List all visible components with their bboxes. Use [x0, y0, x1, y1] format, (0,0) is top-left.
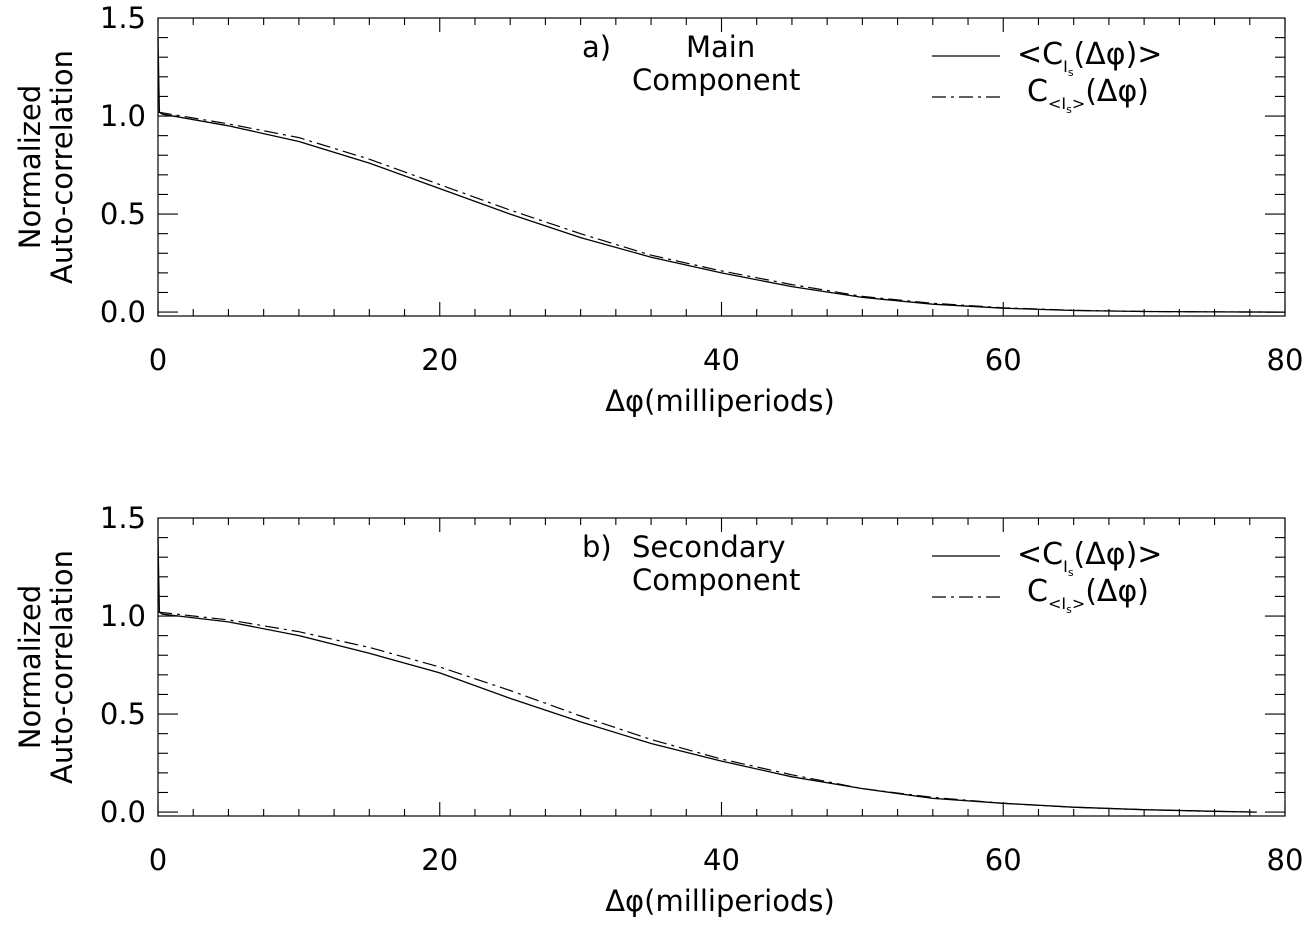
y-tick-label: 1.5	[100, 1, 146, 35]
legend: <CIs(Δφ)> C<Is>(Δφ)	[932, 37, 1162, 116]
panel-label: b)	[582, 530, 612, 564]
panel-label: a)	[582, 30, 611, 64]
series-line-corr-mean	[157, 611, 1257, 813]
series-line-corr-mean	[157, 111, 1286, 313]
y-tick-label: 0.5	[100, 197, 146, 231]
x-tick-label: 80	[1267, 843, 1304, 877]
legend: <CIs(Δφ)> C<Is>(Δφ)	[932, 537, 1162, 616]
y-tick-label: 1.5	[100, 501, 146, 535]
x-tick-label: 0	[149, 843, 167, 877]
x-tick-label: 60	[985, 343, 1022, 377]
y-tick-label: 0.5	[100, 697, 146, 731]
x-tick-label: 60	[985, 843, 1022, 877]
tick-labels: 0 20 40 60 80 0.0 0.5 1.0 1.5	[100, 501, 1304, 877]
y-axis-label-line-2: Auto-correlation	[45, 50, 79, 284]
x-axis-label: Δφ(milliperiods)	[605, 384, 835, 418]
y-tick-label: 0.0	[100, 295, 146, 329]
legend-label-mean-corr: <CIs(Δφ)>	[1017, 37, 1162, 79]
x-tick-label: 20	[421, 343, 458, 377]
annotation-line-1: Main	[686, 30, 755, 64]
annotation-line-2: Component	[632, 63, 800, 97]
x-tick-label: 0	[149, 343, 167, 377]
x-tick-label: 40	[703, 843, 740, 877]
panel-b: 0 20 40 60 80 0.0 0.5 1.0 1.5 b) Secondary Compo…	[13, 501, 1303, 918]
series-group	[157, 37, 1286, 313]
y-tick-label: 1.0	[100, 99, 146, 133]
x-tick-label: 40	[703, 343, 740, 377]
annotation-line-1: Secondary	[632, 530, 786, 564]
y-axis-label-line-1: Normalized	[13, 85, 47, 249]
series-group	[157, 537, 1257, 813]
y-tick-label: 1.0	[100, 599, 146, 633]
panel-a: 0 20 40 60 800.00.51.01.5 a) Main Component …	[13, 1, 1303, 418]
x-tick-label: 20	[421, 843, 458, 877]
tick-marks	[157, 17, 1286, 316]
y-tick-label: 0.0	[100, 795, 146, 829]
legend-label-corr-mean: C<Is>(Δφ)	[1027, 574, 1149, 616]
tick-labels: 0 20 40 60 80 0.0 0.5 1.0 1.5	[100, 1, 1304, 377]
legend-label-corr-mean: C<Is>(Δφ)	[1027, 74, 1149, 116]
x-tick-label: 80	[1267, 343, 1304, 377]
x-axis-label: Δφ(milliperiods)	[605, 884, 835, 918]
y-axis-label-line-2: Auto-correlation	[45, 550, 79, 784]
legend-label-mean-corr: <CIs(Δφ)>	[1017, 537, 1162, 579]
y-axis-label-line-1: Normalized	[13, 585, 47, 749]
annotation-line-2: Component	[632, 563, 800, 597]
